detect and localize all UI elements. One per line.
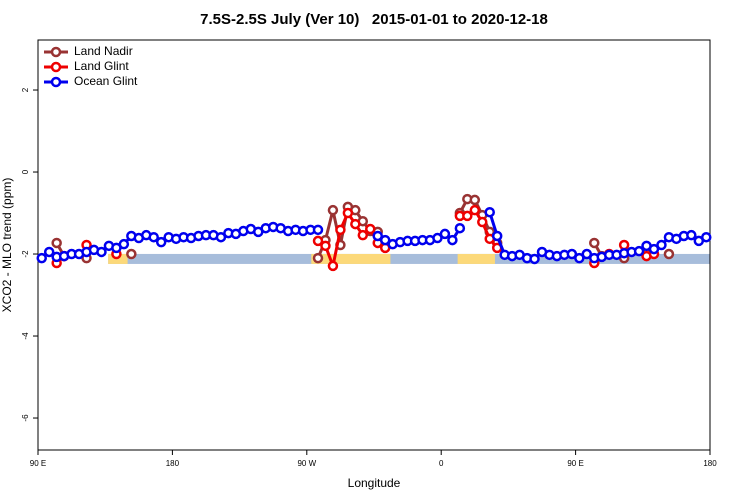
data-point [312, 235, 324, 247]
data-point [432, 232, 443, 244]
data-point [327, 260, 339, 272]
data-point [491, 230, 503, 242]
data-point [589, 237, 600, 249]
plot-frame [37, 39, 711, 451]
legend-marker [50, 61, 62, 73]
data-point [469, 194, 481, 206]
data-point [215, 231, 227, 243]
x-axis-label: Longitude [348, 476, 401, 490]
data-point [350, 218, 361, 230]
x-tick-label: 90 E [567, 459, 583, 468]
data-point [648, 243, 660, 255]
data-point [701, 231, 712, 243]
data-point [148, 231, 159, 243]
data-point [633, 245, 645, 257]
data-point [686, 229, 697, 241]
legend-label: Land Nadir [74, 44, 133, 58]
y-tick-label: -6 [21, 414, 30, 422]
series-line [57, 199, 669, 258]
legend-marker [50, 76, 62, 88]
surface-strip [311, 253, 391, 264]
data-point [618, 239, 630, 251]
y-tick-label: 2 [21, 87, 30, 92]
data-point [118, 238, 130, 250]
data-point [155, 236, 167, 248]
data-point [379, 234, 391, 246]
data-point [43, 246, 55, 258]
data-point [566, 248, 578, 260]
data-point [342, 207, 354, 219]
data-point [439, 228, 451, 240]
x-tick-label: 0 [439, 459, 444, 468]
data-point [462, 210, 473, 222]
surface-strip [108, 253, 711, 264]
data-point [365, 223, 376, 235]
chart-title: 7.5S-2.5S July (Ver 10) 2015-01-01 to 20… [200, 11, 548, 28]
data-point [484, 206, 495, 218]
y-axis-label: XCO2 - MLO trend (ppm) [0, 178, 14, 313]
data-point [581, 248, 593, 260]
data-point [656, 239, 667, 251]
data-point [477, 216, 488, 228]
data-point [663, 248, 675, 260]
legend-label: Ocean Glint [74, 74, 138, 88]
data-point [312, 252, 324, 264]
x-tick-label: 90 W [297, 459, 316, 468]
data-point [454, 222, 466, 234]
x-tick-label: 180 [703, 459, 717, 468]
data-point [574, 252, 585, 264]
y-tick-label: -4 [21, 332, 30, 340]
data-point [51, 237, 62, 249]
y-tick-label: 0 [21, 169, 30, 174]
data-point [320, 240, 331, 252]
data-point [96, 246, 107, 258]
data-point [529, 253, 540, 265]
y-tick-label: -2 [21, 250, 30, 258]
data-point [447, 234, 458, 246]
data-point [357, 229, 369, 241]
surface-strip [457, 253, 495, 264]
legend-marker [50, 46, 62, 58]
data-point [126, 248, 137, 260]
data-point [312, 224, 324, 236]
x-tick-label: 90 E [30, 459, 46, 468]
legend-label: Land Glint [74, 59, 129, 73]
data-point [36, 252, 47, 264]
data-point [372, 230, 383, 242]
data-point [335, 224, 346, 236]
data-point [327, 204, 339, 216]
x-tick-label: 180 [166, 459, 180, 468]
data-point [469, 204, 481, 216]
